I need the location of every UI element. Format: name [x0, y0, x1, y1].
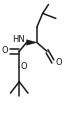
Polygon shape	[27, 40, 37, 45]
Text: HN: HN	[12, 35, 25, 44]
Text: O: O	[2, 46, 8, 55]
Text: O: O	[55, 58, 62, 67]
Text: O: O	[21, 62, 27, 71]
